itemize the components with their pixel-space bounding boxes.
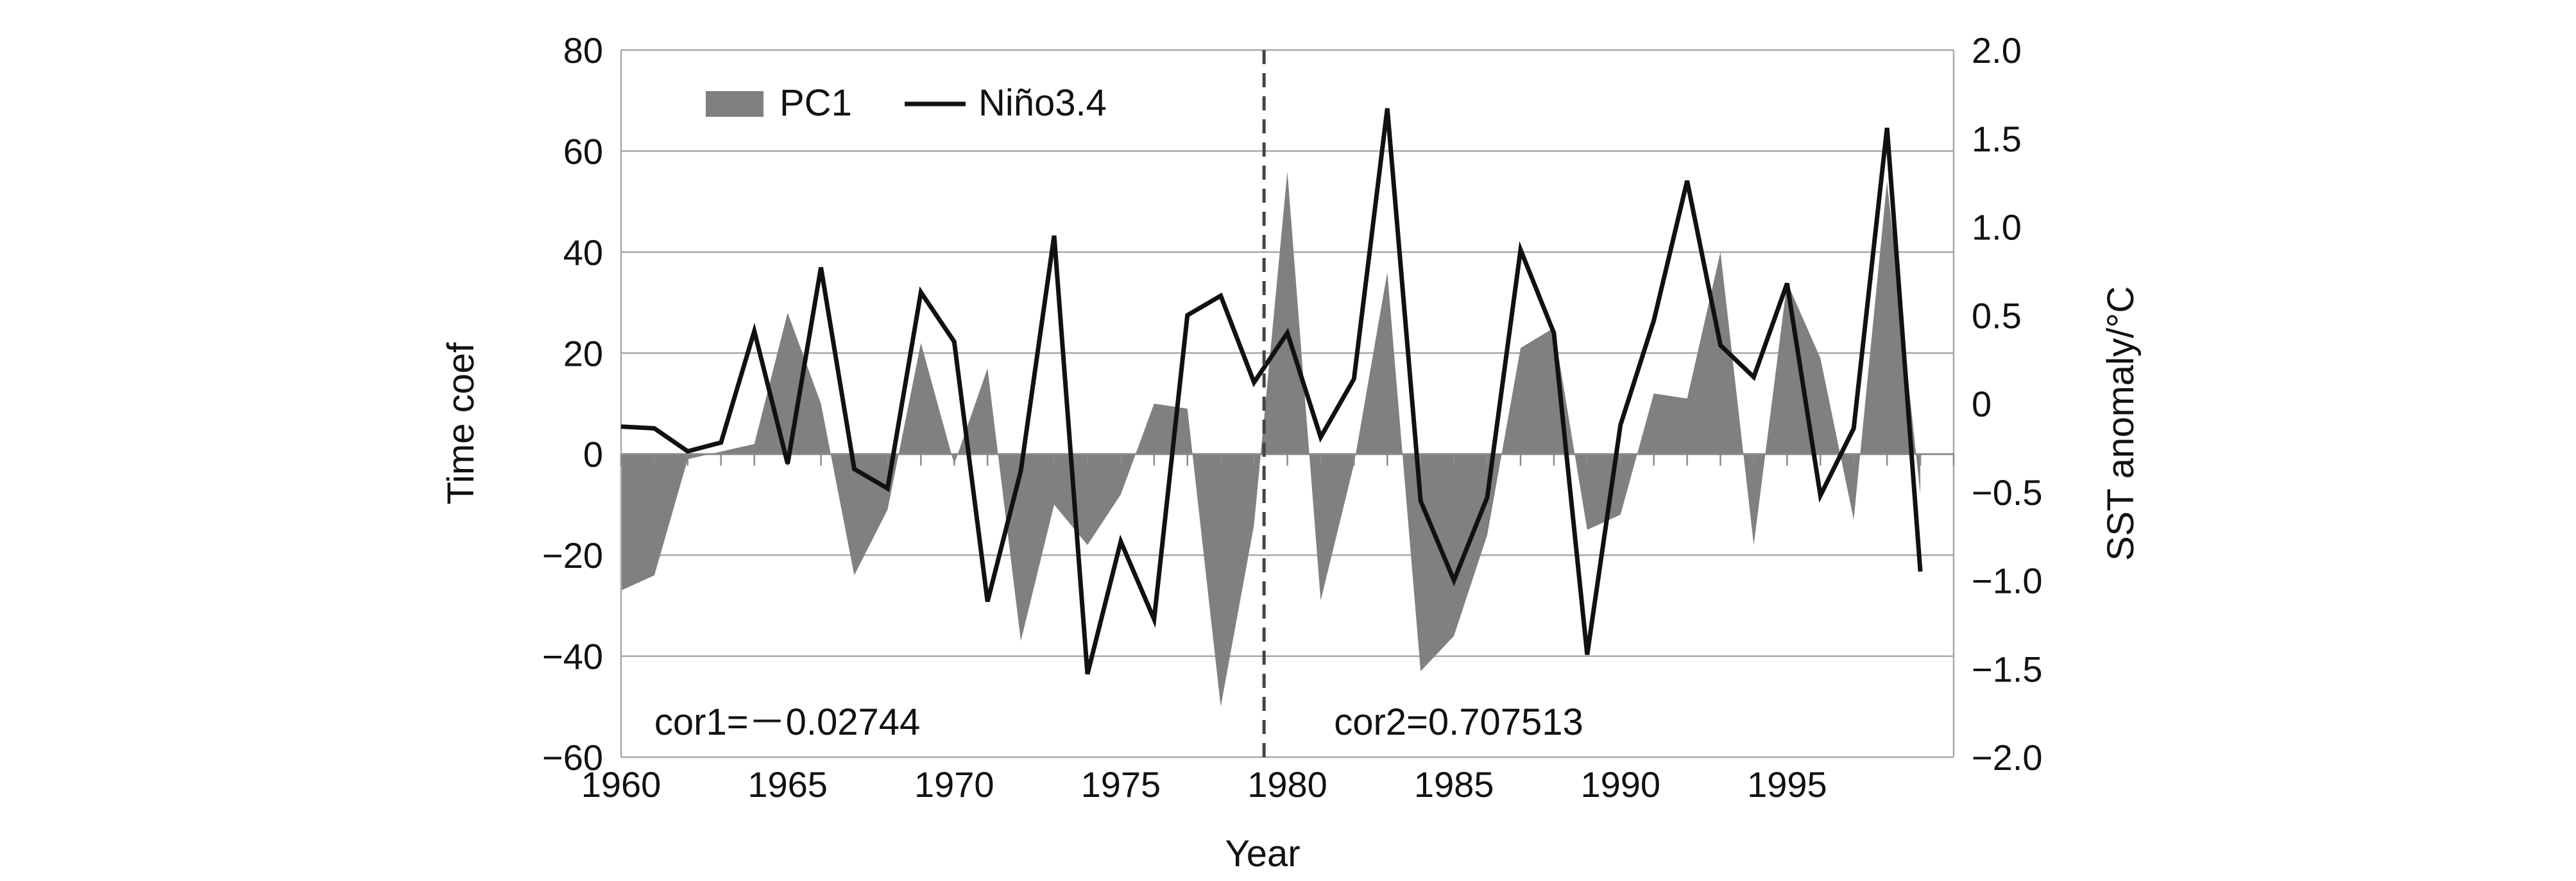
x-tick-label: 1960 — [581, 764, 661, 805]
y-tick-label: −40 — [542, 637, 603, 677]
x-tick-label: 1965 — [747, 764, 828, 805]
y2-tick-label: −2.0 — [1972, 737, 2043, 778]
nino34-line-series — [620, 108, 1923, 675]
y2-tick-label: 0 — [1972, 384, 1992, 424]
x-tick-label: 1980 — [1247, 764, 1327, 805]
y-tick-label: 20 — [563, 333, 603, 373]
y2-axis-title: SST anomaly/°C — [2100, 286, 2142, 561]
y-tick-label: 40 — [563, 232, 603, 273]
legend-label-pc1: PC1 — [780, 82, 852, 124]
x-axis-title: Year — [1225, 833, 1300, 875]
y-axis-title: Time coef — [440, 342, 482, 504]
y-tick-label: −60 — [542, 737, 603, 778]
x-tick-label: 1995 — [1747, 764, 1827, 805]
y2-tick-label: −0.5 — [1972, 472, 2043, 513]
y2-tick-label: −1.0 — [1972, 561, 2043, 601]
y2-tick-label: 1.0 — [1972, 207, 2022, 248]
correlation-annotation-2: cor2=0.707513 — [1334, 701, 1583, 743]
y2-tick-label: 2.0 — [1972, 30, 2022, 71]
x-tick-label: 1970 — [914, 764, 994, 805]
y2-tick-label: 0.5 — [1972, 295, 2022, 336]
tick-labels: 80 60 40 20 0 −20 −40 −60 2.0 1.5 1.0 0.5 0 −0.5 −1.0 −… — [542, 30, 2043, 805]
legend: PC1 Niño3.4 — [706, 82, 1107, 124]
nino34-line — [620, 108, 1923, 675]
y2-tick-label: 1.5 — [1972, 119, 2022, 159]
legend-label-nino34: Niño3.4 — [978, 82, 1107, 124]
y-tick-label: 0 — [583, 434, 603, 475]
legend-swatch-pc1 — [706, 91, 763, 117]
y2-tick-label: −1.5 — [1972, 649, 2043, 689]
x-tick-label: 1985 — [1414, 764, 1494, 805]
pc1-area — [621, 171, 1921, 707]
y-tick-label: 60 — [563, 131, 603, 171]
correlation-annotation-1: cor1=－0.02744 — [654, 701, 920, 743]
y-tick-label: 80 — [563, 30, 603, 71]
tick-marks — [620, 454, 1955, 466]
x-tick-label: 1990 — [1580, 764, 1660, 805]
x-tick-label: 1975 — [1081, 764, 1161, 805]
y-tick-label: −20 — [542, 535, 603, 576]
